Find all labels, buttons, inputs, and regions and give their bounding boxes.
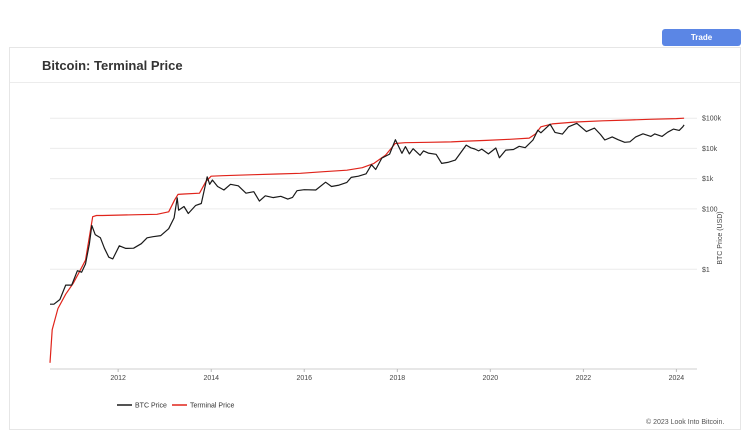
trade-button[interactable]: Trade: [662, 29, 741, 46]
x-tick-label: 2024: [669, 375, 685, 382]
legend-label: BTC Price: [135, 403, 167, 410]
x-tick-label: 2014: [203, 375, 219, 382]
x-tick-label: 2020: [483, 375, 499, 382]
grid: [50, 117, 697, 270]
y-axis-label: BTC Price (USD): [717, 211, 724, 264]
x-tick-label: 2022: [576, 375, 592, 382]
x-axis-ticks: 2012 2014 2016 2018 2020 2022 2024: [110, 369, 684, 382]
x-tick-label: 2016: [296, 375, 312, 382]
copyright-text: © 2023 Look Into Bitcoin.: [646, 419, 725, 426]
legend-item-btc-price[interactable]: BTC Price: [117, 403, 167, 410]
x-tick-label: 2012: [110, 375, 126, 382]
legend-label: Terminal Price: [190, 403, 234, 410]
y-tick-label: $1k: [702, 176, 714, 183]
legend[interactable]: BTC Price Terminal Price: [117, 403, 234, 410]
y-tick-label: $1: [702, 267, 710, 274]
btc-price-line: [50, 122, 685, 305]
card-header: Bitcoin: Terminal Price: [10, 48, 740, 83]
y-tick-label: $10k: [702, 146, 718, 153]
series-layer: [49, 117, 685, 363]
y-axis-ticks: $100k $10k $1k $100 $1: [702, 116, 722, 274]
y-tick-label: $100k: [702, 116, 722, 123]
legend-item-terminal-price[interactable]: Terminal Price: [172, 403, 234, 410]
y-tick-label: $100: [702, 206, 718, 213]
chart-card: Bitcoin: Terminal Price: [9, 47, 741, 430]
chart-title: Bitcoin: Terminal Price: [42, 58, 183, 73]
x-tick-label: 2018: [390, 375, 406, 382]
